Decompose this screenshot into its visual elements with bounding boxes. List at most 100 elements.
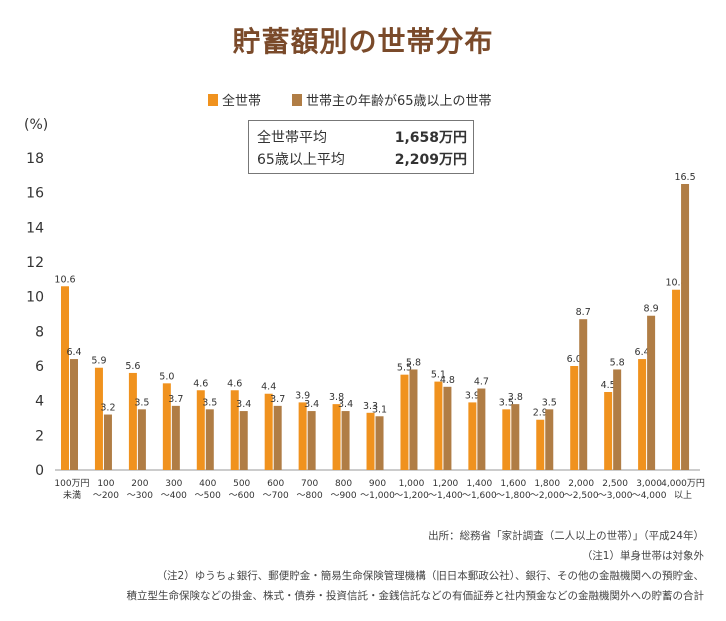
bar-65plus [443,386,452,470]
bar-65plus [205,409,214,470]
y-tick-label: 18 [26,151,44,167]
x-tick-label: ～700 [263,491,289,501]
note-1: （注1）単身世帯は対象外 [581,550,704,562]
x-tick-label: ～800 [297,491,323,501]
x-tick-label: ～900 [330,491,356,501]
data-label-all: 3.9 [465,390,480,401]
x-tick-label: 2,500 [602,479,628,489]
bar-all-households [638,359,647,470]
data-label-all: 4.6 [227,378,242,389]
bar-65plus [375,416,384,470]
stat-row-all: 全世帯平均 1,658万円 [257,127,467,147]
note-2-line-1: （注2）ゆうちょ銀行、郵便貯金・簡易生命保険管理機構（旧日本郵政公社）、銀行、そ… [156,570,704,582]
data-label-all: 3.9 [295,390,310,401]
bar-all-households [230,390,239,470]
bar-65plus [307,411,316,470]
x-tick-label: 900 [369,479,386,489]
data-label-all: 3.3 [363,401,378,412]
bar-all-households [128,372,137,470]
data-label-65plus: 3.4 [236,399,251,410]
data-label-65plus: 8.9 [644,304,659,315]
x-tick-label: ～1,000 [360,491,395,501]
y-tick-label: 16 [26,186,44,202]
x-tick-label: 1,200 [433,479,459,489]
x-tick-label: ～600 [229,491,255,501]
data-label-65plus: 4.7 [474,377,489,388]
data-label-all: 3.5 [499,397,514,408]
data-label-all: 2.9 [533,408,548,419]
data-label-all: 10.4 [665,278,686,289]
bar-all-households [604,392,613,470]
x-tick-label: ～3,000 [598,491,633,501]
data-label-65plus: 16.5 [674,172,695,183]
x-tick-label: 1,600 [500,479,526,489]
x-tick-label: 500 [233,479,250,489]
x-tick-label: 1,800 [534,479,560,489]
bar-65plus [477,388,486,470]
bar-all-households [468,402,477,470]
legend-label-65plus: 世帯主の年齢が65歳以上の世帯 [306,94,492,109]
y-tick-label: 10 [26,290,44,306]
y-tick-label: 4 [35,394,44,410]
data-label-all: 6.0 [567,354,582,365]
data-label-all: 4.4 [261,382,276,393]
legend-swatch-65plus [292,93,302,106]
data-label-65plus: 5.8 [406,357,421,368]
bar-65plus [511,404,520,470]
bar-65plus [273,405,282,470]
bar-65plus [579,319,588,470]
legend-swatch-all [208,93,218,106]
bar-all-households [94,367,103,470]
x-tick-label: 100 [97,479,114,489]
bar-all-households [162,383,171,470]
x-tick-label: 300 [165,479,182,489]
bar-65plus [613,369,622,470]
x-tick-label: ～2,000 [530,491,565,501]
x-tick-label: 以上 [674,490,692,501]
source-note: 出所：総務省「家計調査（二人以上の世帯）」（平成24年） [428,530,704,542]
data-label-all: 5.5 [397,363,412,374]
bar-65plus [681,184,690,470]
y-tick-label: 8 [35,324,44,340]
data-label-all: 5.9 [91,356,106,367]
bar-65plus [341,411,350,470]
data-label-65plus: 3.4 [304,399,319,410]
data-label-all: 6.4 [635,347,650,358]
bar-all-households [366,412,375,470]
bar-65plus [239,411,248,470]
data-label-65plus: 3.4 [338,399,353,410]
bar-65plus [171,405,180,470]
note-2-line-2: 積立型生命保険などの掛金、株式・債券・投資信託・金銭信託などの有価証券と社内預金… [126,590,705,602]
legend: 全世帯 世帯主の年齢が65歳以上の世帯 [0,90,726,109]
data-label-all: 5.6 [125,361,140,372]
x-tick-label: ～1,400 [428,491,463,501]
data-label-65plus: 3.8 [508,392,523,403]
data-label-65plus: 5.8 [610,357,625,368]
bar-all-households [298,402,307,470]
y-axis-unit: (%) [24,117,49,133]
bar-all-households [434,381,443,470]
legend-item-all-households: 全世帯 [208,90,261,109]
x-tick-label: 1,000 [399,479,425,489]
y-tick-label: 0 [35,463,44,479]
x-tick-label: 2,000 [568,479,594,489]
x-tick-label: ～400 [161,491,187,501]
data-label-all: 3.8 [329,392,344,403]
bar-all-households [196,390,205,470]
data-label-65plus: 3.5 [542,397,557,408]
bar-all-households [264,393,273,470]
bar-all-households [61,286,69,470]
data-label-all: 5.0 [159,371,174,382]
bar-65plus [103,414,112,470]
stat-row-65plus: 65歳以上平均 2,209万円 [257,149,467,169]
stat-value-65plus: 2,209万円 [394,152,467,168]
x-tick-label: ～1,800 [496,491,531,501]
y-tick-label: 6 [35,359,44,375]
bar-all-households [570,366,579,470]
stat-label-all: 全世帯平均 [257,130,327,146]
x-tick-label: ～300 [127,491,153,501]
x-tick-label: 3,000 [636,479,662,489]
data-label-all: 4.5 [601,380,616,391]
data-label-65plus: 3.5 [202,397,217,408]
